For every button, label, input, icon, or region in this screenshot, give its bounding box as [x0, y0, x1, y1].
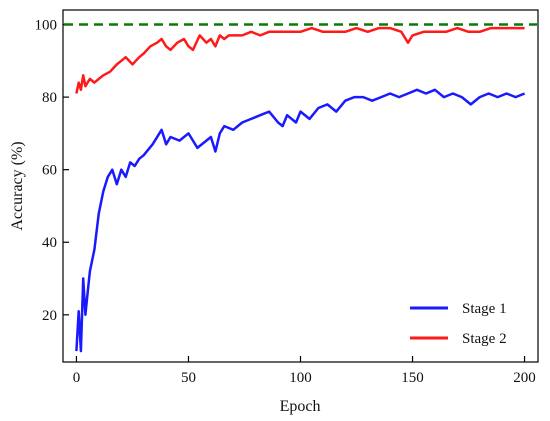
series-group [75, 26, 526, 353]
legend-label-stage-1: Stage 1 [462, 301, 507, 317]
y-tick-label-60: 60 [42, 163, 57, 179]
x-tick-label-0: 0 [73, 370, 81, 386]
y-axis-label: Accuracy (%) [9, 141, 26, 230]
series-line-stage-1 [75, 88, 526, 353]
x-tick-label-50: 50 [181, 370, 196, 386]
y-tick-label-40: 40 [42, 235, 57, 251]
series-line-stage-2 [75, 26, 525, 94]
legend-label-stage-2: Stage 2 [462, 331, 507, 347]
y-tick-label-20: 20 [42, 308, 57, 324]
x-axis-label: Epoch [280, 398, 321, 415]
x-tick-label-100: 100 [289, 370, 312, 386]
legend: Stage 1 Stage 2 [410, 301, 507, 347]
y-tick-label-100: 100 [35, 18, 58, 34]
x-tick-label-150: 150 [401, 370, 424, 386]
x-tick-label-200: 200 [513, 370, 536, 386]
y-tick-label-80: 80 [42, 90, 57, 106]
axis-ticks: 0 50 100 150 200 20 40 60 80 100 [35, 18, 536, 386]
